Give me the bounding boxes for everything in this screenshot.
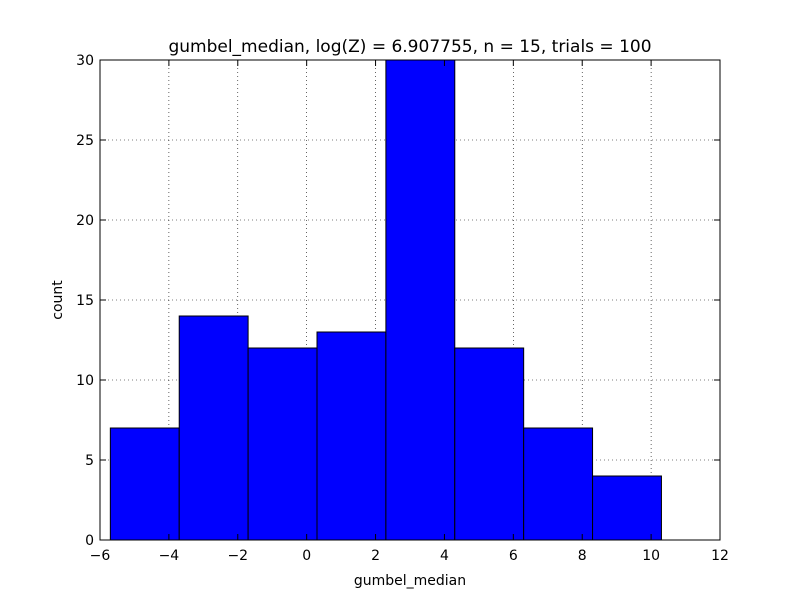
y-tick-label: 20 (76, 213, 94, 229)
chart-title: gumbel_median, log(Z) = 6.907755, n = 15… (168, 37, 651, 57)
histogram-bar-3 (317, 332, 386, 540)
x-tick-label: −2 (227, 548, 248, 564)
x-tick-label: 12 (711, 548, 729, 564)
histogram-bar-5 (455, 348, 524, 540)
y-tick-label: 30 (76, 53, 94, 69)
y-tick-label: 0 (85, 533, 94, 549)
histogram-bar-1 (179, 316, 248, 540)
x-tick-label: 2 (371, 548, 380, 564)
x-tick-label: −6 (90, 548, 111, 564)
x-tick-label: −4 (159, 548, 180, 564)
x-tick-label: 10 (642, 548, 660, 564)
histogram-bar-2 (248, 348, 317, 540)
x-tick-label: 6 (509, 548, 518, 564)
x-tick-label: 8 (578, 548, 587, 564)
histogram-bar-0 (110, 428, 179, 540)
histogram-bar-6 (524, 428, 593, 540)
y-tick-label: 25 (76, 133, 94, 149)
y-tick-label: 15 (76, 293, 94, 309)
x-tick-label: 0 (302, 548, 311, 564)
x-axis-label: gumbel_median (354, 573, 466, 589)
histogram-bar-4 (386, 60, 455, 540)
y-tick-label: 5 (85, 453, 94, 469)
y-tick-label: 10 (76, 373, 94, 389)
y-axis-label: count (50, 280, 66, 320)
x-tick-label: 4 (440, 548, 449, 564)
histogram-bar-7 (593, 476, 662, 540)
